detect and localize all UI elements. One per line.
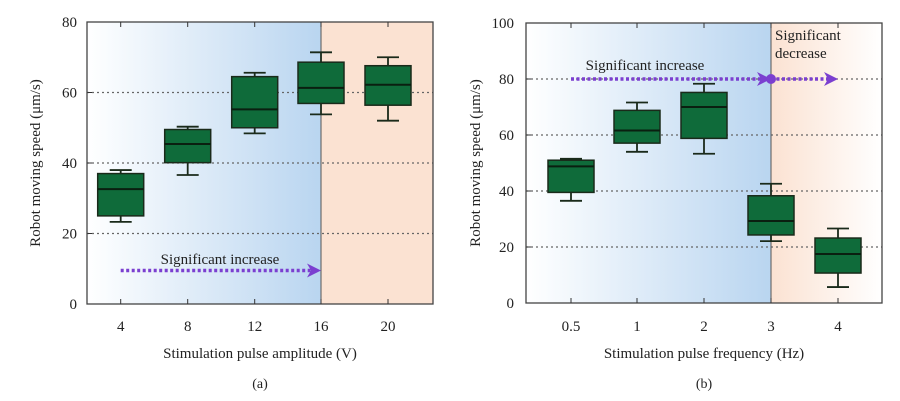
arrow-head-icon (307, 263, 321, 278)
box-iqr (814, 237, 862, 274)
box-iqr (297, 61, 345, 105)
chart-panel-a: 0 20 40 60 80 4 8 12 16 20 Significant increase Sti… (28, 15, 434, 392)
x-axis-title: Stimulation pulse frequency (Hz) (604, 346, 804, 362)
box-1 (613, 101, 661, 153)
y-tick-label: 60 (62, 86, 77, 102)
y-tick-label: 40 (62, 156, 77, 172)
x-tick-label: 8 (184, 319, 192, 335)
box-4 (814, 227, 862, 288)
box-0.5 (547, 157, 595, 202)
annotation-label: Significant increase (586, 58, 705, 74)
y-tick-label: 20 (62, 227, 77, 243)
annotation-line: decrease (775, 46, 827, 62)
box-iqr (230, 75, 279, 129)
annotation-label: Significant increase (161, 252, 280, 268)
box-12 (230, 71, 279, 135)
y-axis-title: Robot moving speed (μm/s) (468, 79, 484, 247)
y-tick-label: 100 (492, 16, 515, 32)
x-tick-label: 4 (834, 319, 842, 335)
y-tick-label: 20 (499, 240, 514, 256)
box-iqr (163, 128, 212, 164)
y-tick-label: 80 (499, 72, 514, 88)
box-iqr (613, 109, 661, 144)
y-tick-label: 0 (507, 296, 515, 312)
arrow-head-icon (824, 72, 838, 86)
y-axis-title: Robot moving speed (μm/s) (28, 79, 44, 247)
panel-label: (b) (696, 377, 713, 392)
x-tick-label: 0.5 (562, 319, 581, 335)
box-iqr (547, 159, 595, 194)
annotation-line: Significant (775, 28, 842, 44)
arrow-head-icon (757, 72, 771, 86)
x-tick-label: 1 (633, 319, 641, 335)
box-2 (680, 82, 728, 155)
y-tick-label: 60 (499, 128, 514, 144)
box-20 (364, 56, 412, 122)
plot-frame (86, 21, 434, 305)
x-tick-label: 3 (767, 319, 775, 335)
box-iqr (680, 91, 728, 140)
box-4 (96, 169, 145, 223)
x-axis-title: Stimulation pulse amplitude (V) (163, 346, 357, 362)
box-iqr (747, 195, 795, 236)
x-tick-label: 2 (700, 319, 708, 335)
x-tick-label: 12 (247, 319, 262, 335)
box-3 (747, 182, 795, 243)
x-tick-label: 16 (314, 319, 330, 335)
y-tick-label: 40 (499, 184, 514, 200)
panel-label: (a) (252, 377, 268, 392)
box-iqr (96, 172, 145, 217)
box-8 (163, 125, 212, 176)
box-16 (297, 51, 345, 116)
chart-panel-b: 0 20 40 60 80 100 0.5 1 2 3 4 Significant increase S… (468, 16, 883, 392)
y-tick-label: 0 (70, 297, 78, 313)
x-tick-label: 4 (117, 319, 125, 335)
x-tick-label: 20 (381, 319, 396, 335)
y-tick-label: 80 (62, 15, 77, 31)
annotation-label: Significant decrease (775, 28, 842, 62)
